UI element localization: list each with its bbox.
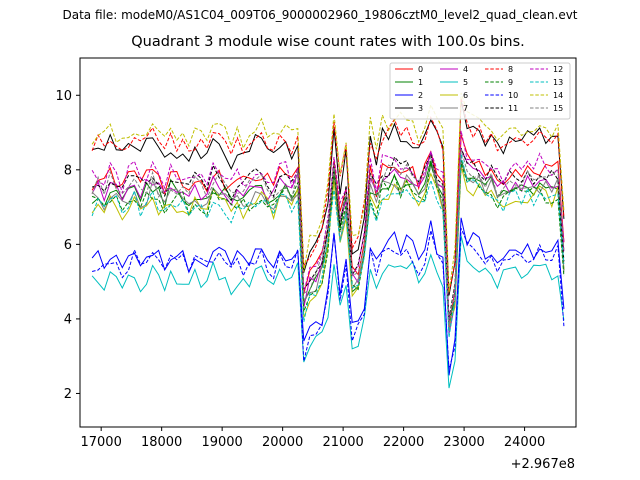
plot-frame bbox=[79, 57, 577, 428]
y-axis: 2 4 6 8 10 bbox=[55, 89, 80, 402]
series-line-3 bbox=[91, 100, 565, 296]
legend-label-2: 2 bbox=[418, 91, 423, 100]
legend-label-4: 4 bbox=[463, 65, 468, 74]
series-line-9 bbox=[91, 162, 565, 324]
x-tick-label: 23000 bbox=[443, 435, 484, 450]
y-tick-label: 10 bbox=[55, 89, 72, 104]
legend-label-8: 8 bbox=[508, 65, 513, 74]
legend-label-1: 1 bbox=[418, 78, 423, 87]
y-tick-label: 2 bbox=[64, 387, 72, 402]
x-tick-label: 18000 bbox=[141, 435, 182, 450]
legend-label-5: 5 bbox=[463, 78, 468, 87]
series-line-12 bbox=[91, 130, 565, 322]
legend-label-11: 11 bbox=[508, 104, 518, 113]
y-tick-label: 6 bbox=[64, 238, 72, 253]
x-tick-label: 20000 bbox=[262, 435, 303, 450]
x-tick-label: 22000 bbox=[383, 435, 424, 450]
figure-suptitle: Data file: modeM0/AS1C04_009T06_90000029… bbox=[62, 8, 578, 22]
series-line-8 bbox=[91, 97, 565, 293]
series-line-5 bbox=[91, 235, 565, 389]
series-line-2 bbox=[91, 217, 565, 376]
series-line-13 bbox=[91, 153, 565, 338]
series-line-14 bbox=[91, 92, 565, 293]
legend-label-14: 14 bbox=[553, 91, 563, 100]
legend-label-10: 10 bbox=[508, 91, 518, 100]
legend-label-13: 13 bbox=[553, 78, 563, 87]
y-tick-label: 8 bbox=[64, 163, 72, 178]
y-tick-label: 4 bbox=[64, 312, 72, 327]
x-tick-label: 17000 bbox=[80, 435, 121, 450]
legend-label-0: 0 bbox=[418, 65, 423, 74]
legend-box bbox=[389, 62, 571, 120]
legend-label-15: 15 bbox=[553, 104, 563, 113]
legend-label-7: 7 bbox=[463, 104, 468, 113]
series-line-15 bbox=[91, 148, 565, 326]
chart-title: Quadrant 3 module wise count rates with … bbox=[131, 34, 525, 50]
legend-label-6: 6 bbox=[463, 91, 468, 100]
series-line-10 bbox=[91, 228, 565, 370]
legend-label-9: 9 bbox=[508, 78, 513, 87]
legend-label-3: 3 bbox=[418, 104, 423, 113]
x-tick-label: 19000 bbox=[201, 435, 242, 450]
x-offset-text: +2.967e8 bbox=[511, 457, 575, 472]
x-axis: 17000 18000 19000 20000 21000 22000 23000 24000 bbox=[80, 427, 545, 450]
series-layer bbox=[91, 92, 565, 389]
x-tick-label: 21000 bbox=[322, 435, 363, 450]
series-line-11 bbox=[91, 147, 565, 320]
legend-label-12: 12 bbox=[553, 65, 563, 74]
x-tick-label: 24000 bbox=[504, 435, 545, 450]
